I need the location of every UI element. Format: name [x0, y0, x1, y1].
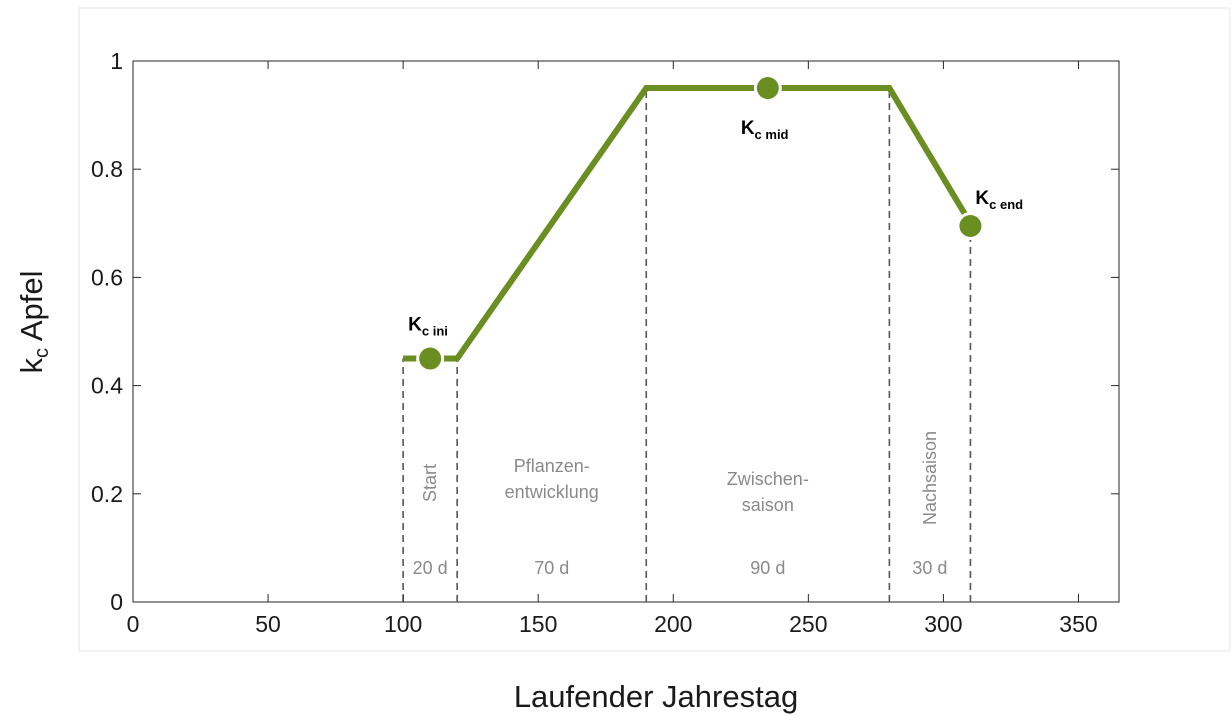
x-tick-label: 350: [1059, 611, 1097, 637]
phase-label: Zwischen-: [727, 469, 809, 489]
kc-label-sub: c end: [989, 197, 1023, 212]
kc-label-sub: c mid: [755, 127, 789, 142]
kc-label-main: K: [975, 188, 989, 209]
phase-labels: 20 d Start 70 d Pflanzen-entwicklung 90 d Zwi…: [413, 431, 948, 578]
phase-label: entwicklung: [505, 482, 599, 502]
x-tick-label: 150: [519, 611, 557, 637]
y-tick-label: 0.6: [91, 264, 123, 290]
phase-duration: 20 d: [413, 558, 448, 578]
y-tick-label: 1: [110, 48, 123, 74]
y-axis-title: kc Apfel: [14, 270, 53, 373]
kc-label-main: K: [741, 118, 755, 139]
y-tick-label: 0.8: [91, 156, 123, 182]
y-axis-title-main: k: [14, 358, 49, 374]
kc-point: [419, 347, 442, 370]
x-tick-label: 0: [127, 611, 140, 637]
kc-point: [756, 77, 779, 100]
kc-label-sub: c ini: [422, 324, 448, 339]
y-tick-label: 0.4: [91, 373, 123, 399]
kc-label: Kc mid: [741, 118, 789, 142]
x-tick-label: 50: [255, 611, 281, 637]
x-tick-label: 200: [654, 611, 692, 637]
x-tick-label: 300: [924, 611, 962, 637]
y-axis-title-subscript: c: [31, 348, 53, 358]
phase-duration: 90 d: [750, 558, 785, 578]
kc-points: [416, 74, 985, 373]
x-tick-label: 100: [384, 611, 422, 637]
y-axis-ticks: 0 0.2 0.4 0.6 0.8 1: [91, 48, 1119, 615]
x-axis-title: Laufender Jahrestag: [514, 679, 798, 714]
phase-duration: 30 d: [912, 558, 947, 578]
kc-label: Kc ini: [408, 315, 448, 339]
kc-label: Kc end: [975, 188, 1023, 212]
y-tick-label: 0: [110, 589, 123, 615]
kc-point: [959, 215, 982, 238]
plot-area: [132, 60, 1120, 603]
phase-boundary-lines: [402, 88, 972, 602]
kc-label-main: K: [408, 315, 422, 336]
x-tick-label: 250: [789, 611, 827, 637]
x-axis-ticks: 0 50 100 150 200 250 300 350: [127, 61, 1098, 637]
phase-label: Start: [420, 464, 440, 502]
phase-duration: 70 d: [534, 558, 569, 578]
phase-label: Nachsaison: [920, 431, 940, 525]
y-axis-title-rest: Apfel: [14, 270, 49, 348]
phase-label: saison: [742, 495, 794, 515]
phase-label: Pflanzen-: [514, 456, 590, 476]
y-tick-label: 0.2: [91, 481, 123, 507]
